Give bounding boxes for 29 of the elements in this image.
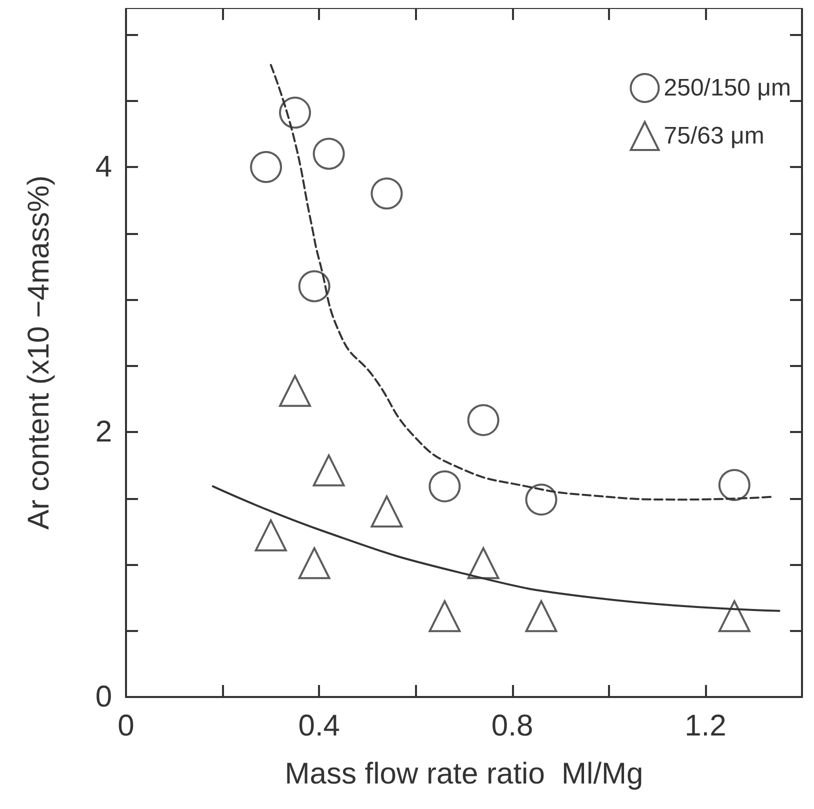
point (467, 404, 500, 436)
legend-label: 75/63 μm (664, 122, 764, 150)
point (279, 96, 311, 129)
x-axis-title: Mass flow rate ratio Ml/Mg (284, 758, 644, 790)
point (312, 138, 345, 170)
point (254, 519, 287, 552)
point (370, 496, 403, 528)
point (370, 178, 403, 210)
y-axis-title: Ar content (x10 −4mass%) (22, 175, 56, 530)
y-tick-label: 4 (95, 150, 112, 184)
point (467, 547, 500, 580)
point (525, 600, 558, 632)
point (718, 600, 750, 632)
x-tick-label: 1.2 (684, 710, 726, 742)
point (250, 151, 282, 183)
legend-label: 250/150 μm (664, 74, 792, 102)
point (279, 374, 311, 407)
point (312, 454, 345, 486)
point (525, 484, 558, 516)
x-tick-label: 0.4 (298, 710, 340, 742)
y-tick-label: 0 (95, 680, 112, 714)
x-tick-label: 0.8 (491, 710, 534, 742)
point (428, 470, 461, 502)
x-tick-label: 0 (118, 710, 134, 742)
point (298, 547, 330, 580)
point (428, 600, 461, 632)
point (718, 469, 750, 501)
point (298, 270, 330, 302)
y-tick-label: 2 (95, 416, 112, 448)
